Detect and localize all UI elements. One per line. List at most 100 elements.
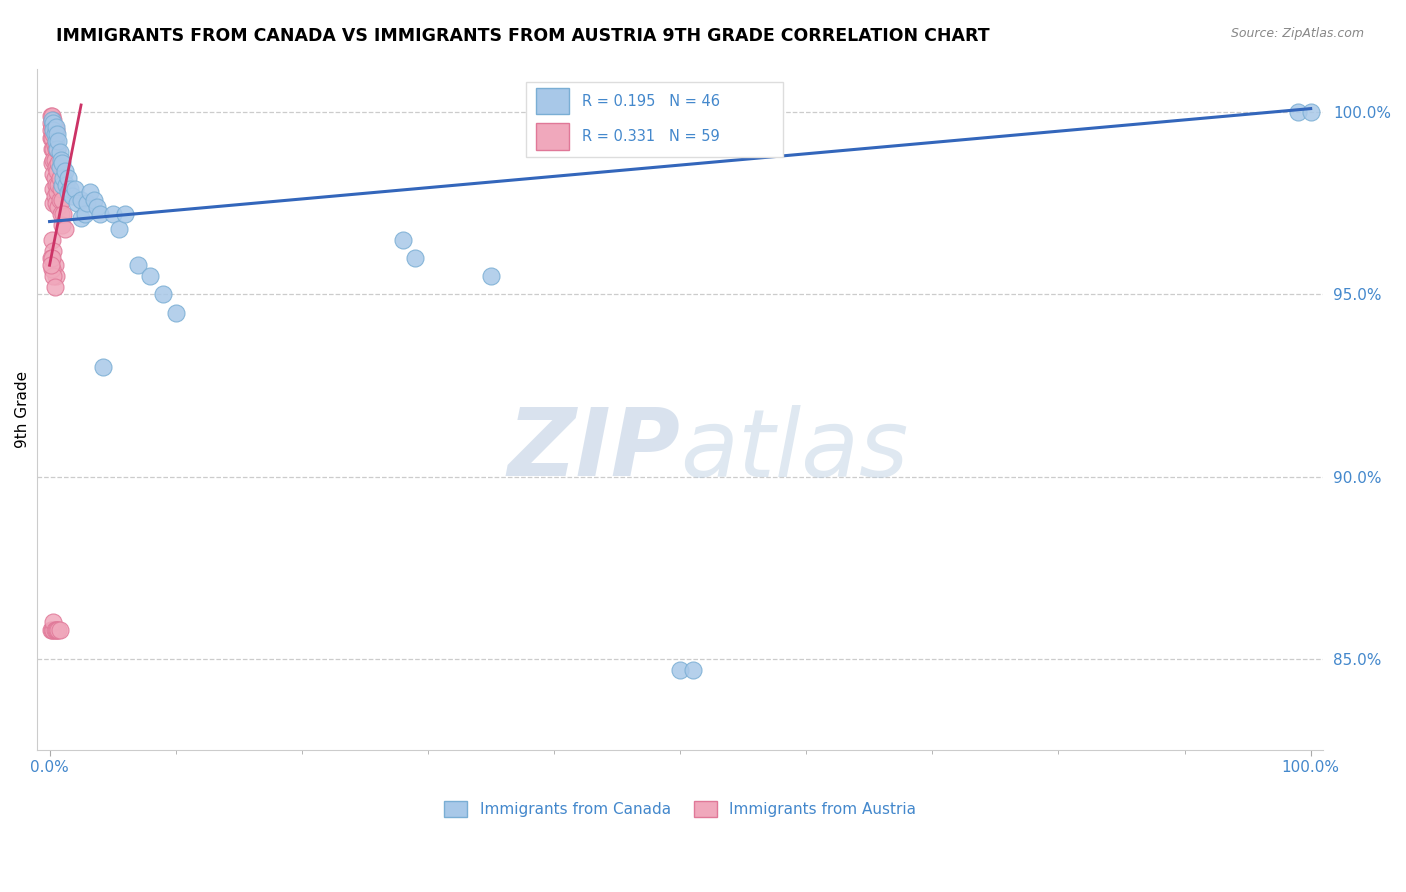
- Point: [48, 178, 70, 193]
- Point: [42, 182, 65, 196]
- Point: [42, 123, 65, 137]
- Point: [52, 170, 75, 185]
- Point: [46, 142, 69, 156]
- Text: IMMIGRANTS FROM CANADA VS IMMIGRANTS FROM AUSTRIA 9TH GRADE CORRELATION CHART: IMMIGRANTS FROM CANADA VS IMMIGRANTS FRO…: [56, 27, 990, 45]
- Point: [41, 130, 63, 145]
- Point: [39, 109, 62, 123]
- Point: [139, 269, 162, 284]
- Point: [391, 233, 413, 247]
- Point: [76, 196, 98, 211]
- Point: [42, 196, 65, 211]
- Point: [165, 305, 187, 319]
- Point: [1286, 105, 1309, 120]
- Point: [45, 178, 67, 193]
- Y-axis label: 9th Grade: 9th Grade: [15, 370, 30, 448]
- Point: [42, 244, 65, 258]
- Point: [45, 123, 67, 137]
- Point: [44, 138, 66, 153]
- Point: [41, 120, 63, 134]
- Point: [42, 623, 65, 637]
- Point: [51, 193, 73, 207]
- Point: [41, 142, 63, 156]
- Point: [46, 163, 69, 178]
- Point: [669, 663, 692, 677]
- Point: [46, 142, 69, 156]
- Point: [41, 112, 63, 127]
- Point: [152, 287, 174, 301]
- Point: [83, 193, 105, 207]
- Point: [49, 207, 72, 221]
- Point: [48, 156, 70, 170]
- Point: [45, 142, 67, 156]
- Point: [48, 200, 70, 214]
- Point: [45, 135, 67, 149]
- Point: [39, 116, 62, 130]
- Point: [39, 623, 62, 637]
- Point: [48, 193, 70, 207]
- Text: atlas: atlas: [681, 405, 908, 496]
- Point: [59, 182, 82, 196]
- Point: [52, 207, 75, 221]
- Point: [45, 120, 67, 134]
- Point: [51, 218, 73, 232]
- Legend: Immigrants from Canada, Immigrants from Austria: Immigrants from Canada, Immigrants from …: [439, 795, 922, 823]
- Point: [49, 182, 72, 196]
- Point: [46, 623, 69, 637]
- Point: [48, 145, 70, 160]
- Point: [42, 127, 65, 141]
- Point: [58, 186, 80, 200]
- Point: [48, 135, 70, 149]
- Point: [44, 127, 66, 141]
- Point: [404, 251, 426, 265]
- Point: [73, 207, 96, 221]
- Point: [42, 167, 65, 181]
- Text: ZIP: ZIP: [508, 404, 681, 496]
- Point: [39, 123, 62, 137]
- Point: [91, 360, 114, 375]
- Point: [44, 189, 66, 203]
- Point: [79, 186, 101, 200]
- Point: [682, 663, 704, 677]
- Point: [86, 200, 108, 214]
- Point: [51, 178, 73, 193]
- Point: [48, 160, 70, 174]
- Point: [58, 170, 80, 185]
- Text: Source: ZipAtlas.com: Source: ZipAtlas.com: [1230, 27, 1364, 40]
- Point: [70, 193, 93, 207]
- Point: [114, 207, 136, 221]
- Point: [46, 186, 69, 200]
- Point: [53, 222, 76, 236]
- Point: [45, 269, 67, 284]
- Point: [39, 251, 62, 265]
- Point: [41, 233, 63, 247]
- Point: [49, 153, 72, 167]
- Point: [89, 207, 111, 221]
- Point: [55, 178, 77, 193]
- Point: [1299, 105, 1322, 120]
- Point: [44, 153, 66, 167]
- Point: [45, 160, 67, 174]
- Point: [42, 116, 65, 130]
- Point: [66, 196, 89, 211]
- Point: [108, 222, 131, 236]
- Point: [44, 170, 66, 185]
- Point: [51, 156, 73, 170]
- Point: [48, 623, 70, 637]
- Point: [63, 182, 86, 196]
- Point: [42, 269, 65, 284]
- Point: [101, 207, 124, 221]
- Point: [41, 261, 63, 276]
- Point: [48, 170, 70, 185]
- Point: [44, 120, 66, 134]
- Point: [46, 127, 69, 141]
- Point: [41, 251, 63, 265]
- Point: [42, 142, 65, 156]
- Point: [39, 258, 62, 272]
- Point: [479, 269, 502, 284]
- Point: [41, 623, 63, 637]
- Point: [45, 623, 67, 637]
- Point: [41, 109, 63, 123]
- Point: [41, 156, 63, 170]
- Point: [42, 153, 65, 167]
- Point: [44, 258, 66, 272]
